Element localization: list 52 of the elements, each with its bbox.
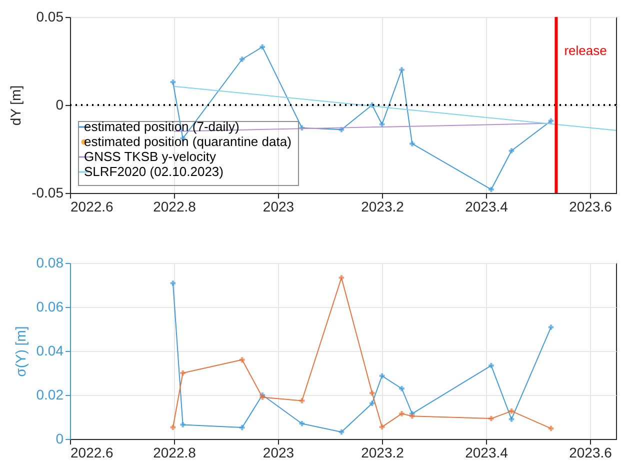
x-tick-label: 2022.8: [153, 198, 196, 214]
point: [180, 422, 186, 428]
y-tick-label: 0: [56, 430, 64, 446]
legend-label: estimated position (quarantine data): [84, 134, 292, 149]
point: [170, 424, 176, 430]
x-tick-label: 2022.6: [70, 444, 114, 460]
legend-label: SLRF2020 (02.10.2023): [84, 164, 224, 179]
point: [379, 373, 385, 379]
point: [548, 324, 554, 330]
legend-label: GNSS TKSB y-velocity: [84, 149, 216, 164]
point: [399, 67, 404, 72]
point: [508, 148, 514, 154]
x-tick-label: 2022.6: [70, 198, 114, 214]
point: [170, 79, 176, 85]
point: [338, 275, 344, 280]
point: [170, 280, 176, 286]
point: [410, 413, 415, 419]
y-tick-label: 0: [56, 96, 64, 112]
point: [299, 398, 305, 404]
point: [508, 416, 514, 422]
y-tick-label: -0.05: [32, 184, 64, 200]
x-tick-label: 2023.4: [465, 444, 508, 460]
y-tick-label: 0.04: [36, 342, 64, 358]
x-tick-label: 2023: [262, 444, 294, 460]
y-axis-title: dY [m]: [8, 85, 24, 126]
point: [488, 416, 494, 422]
point: [488, 362, 494, 368]
point: [260, 394, 266, 400]
point: [369, 390, 375, 396]
point: [180, 370, 186, 376]
point: [239, 357, 245, 362]
point: [239, 56, 245, 62]
y-tick-label: 0.08: [36, 254, 64, 270]
ref-line-label: release: [564, 43, 607, 58]
point: [399, 411, 404, 416]
x-tick-label: 2022.8: [153, 444, 196, 460]
y-tick-label: 0.06: [36, 298, 64, 314]
y-tick-label: 0.05: [36, 8, 64, 24]
point: [239, 424, 245, 430]
x-tick-label: 2023.6: [569, 444, 612, 460]
y-tick-label: 0.02: [36, 386, 64, 402]
point: [488, 186, 494, 192]
x-tick-label: 2023.6: [569, 198, 612, 214]
x-tick-label: 2023.2: [361, 198, 404, 214]
x-tick-label: 2023.4: [465, 198, 508, 214]
point: [399, 386, 404, 392]
x-tick-label: 2023: [262, 198, 294, 214]
x-tick-label: 2023.2: [361, 444, 404, 460]
y-axis-title: σ(Y) [m]: [12, 326, 28, 377]
point: [548, 118, 554, 124]
point: [369, 400, 375, 406]
point: [410, 141, 415, 146]
